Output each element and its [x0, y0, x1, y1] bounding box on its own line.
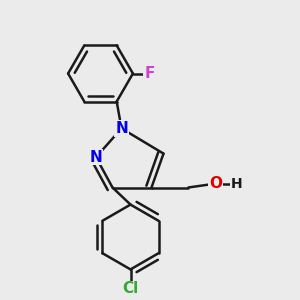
Text: O: O	[209, 176, 222, 191]
Text: Cl: Cl	[122, 281, 139, 296]
Text: F: F	[144, 66, 154, 81]
Text: N: N	[90, 150, 102, 165]
Text: H: H	[231, 177, 243, 190]
Text: N: N	[115, 121, 128, 136]
